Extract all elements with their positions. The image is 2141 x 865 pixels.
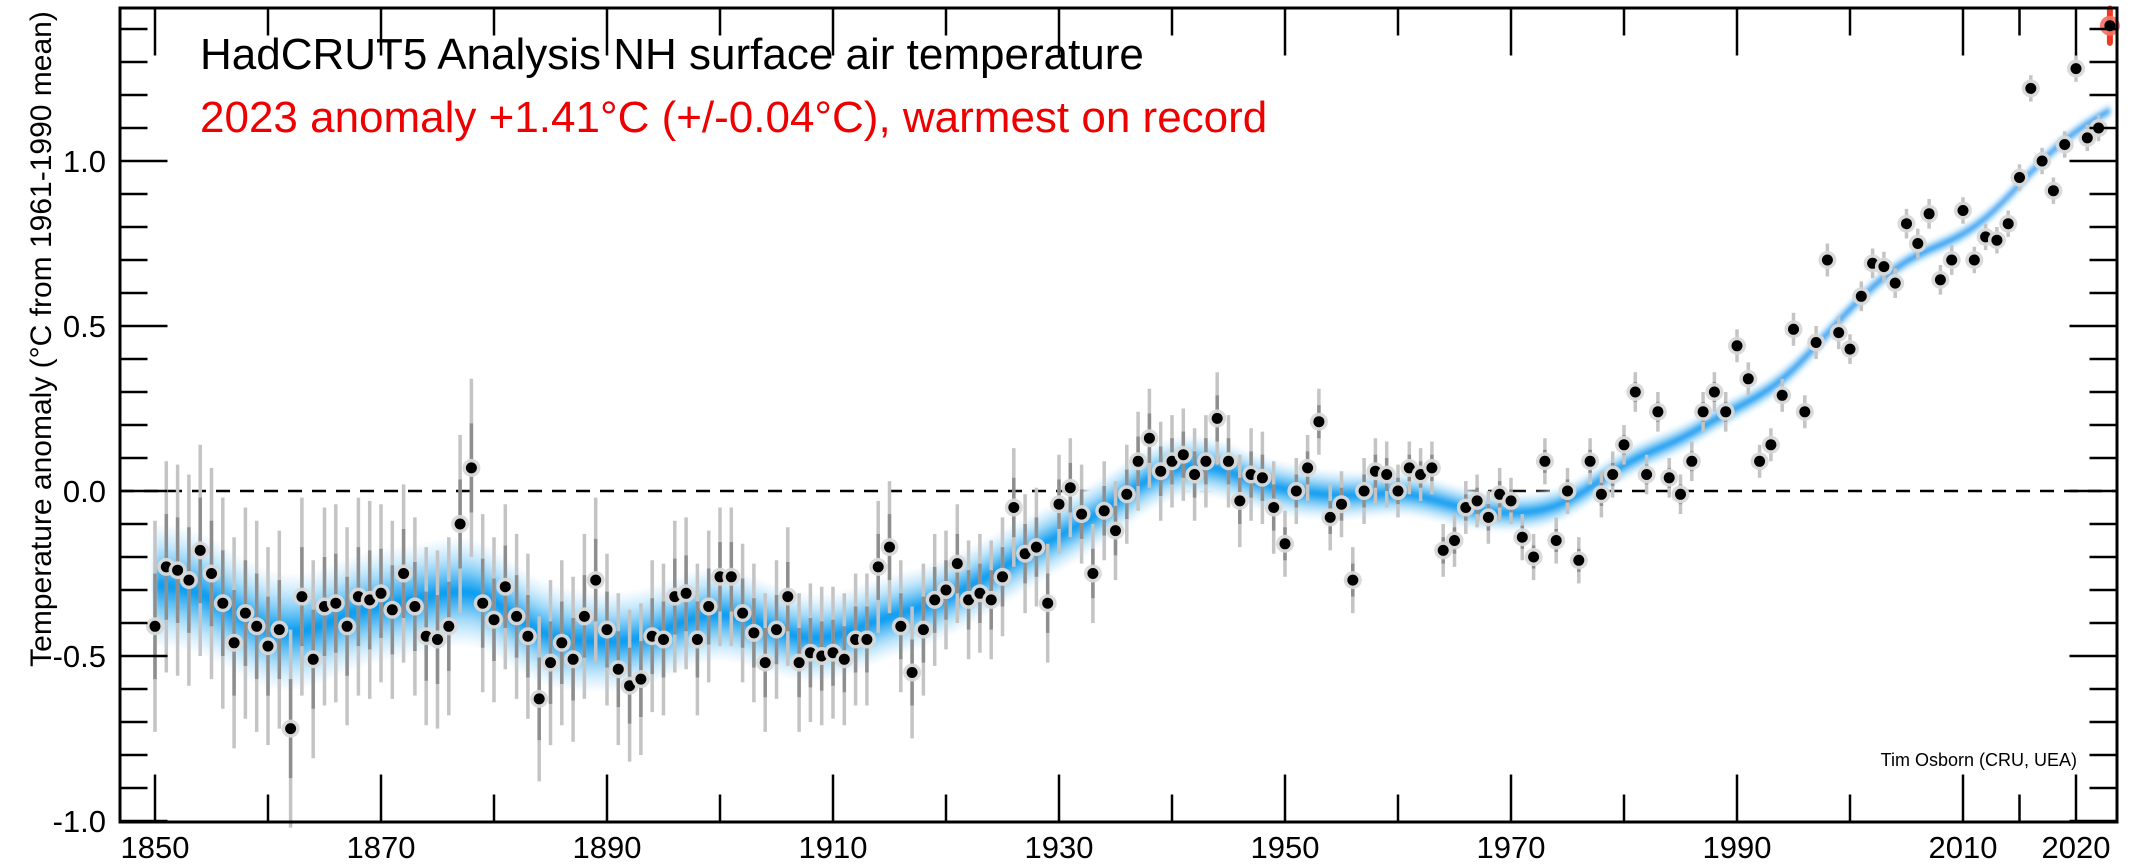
x-tick-label: 2010 — [1929, 830, 1998, 865]
credit-text: Tim Osborn (CRU, UEA) — [1880, 750, 2077, 770]
x-tick-label: 1990 — [1703, 830, 1772, 865]
y-tick-label: 1.0 — [63, 144, 106, 179]
chart-subtitle: 2023 anomaly +1.41°C (+/-0.04°C), warmes… — [200, 93, 1268, 142]
annual-anomaly-points — [146, 59, 2108, 738]
x-tick-label: 1850 — [121, 830, 190, 865]
x-tick-label: 1870 — [347, 830, 416, 865]
error-bars — [153, 55, 2101, 828]
y-tick-label: 0.5 — [63, 309, 106, 344]
axis-tick-labels: 1.0 0.5 0.0 -0.5 -1.0 1850 1870 1890 1910 1930 195… — [53, 144, 2111, 865]
y-axis-title: Temperature anomaly (°C from 1961-1990 m… — [25, 11, 58, 667]
x-tick-label: 1910 — [799, 830, 868, 865]
y-tick-label: -1.0 — [53, 804, 106, 839]
plot-frame — [118, 6, 2119, 824]
page-title: HadCRUT5 Analysis NH surface air tempera… — [200, 30, 1144, 79]
x-tick-label: 1930 — [1025, 830, 1094, 865]
x-tick-label: 1890 — [573, 830, 642, 865]
x-tick-label: 1970 — [1477, 830, 1546, 865]
y-tick-label: 0.0 — [63, 474, 106, 509]
x-tick-label: 2020 — [2042, 830, 2111, 865]
y-tick-label: -0.5 — [53, 639, 106, 674]
x-tick-label: 1950 — [1251, 830, 1320, 865]
axis-ticks — [121, 9, 2116, 823]
